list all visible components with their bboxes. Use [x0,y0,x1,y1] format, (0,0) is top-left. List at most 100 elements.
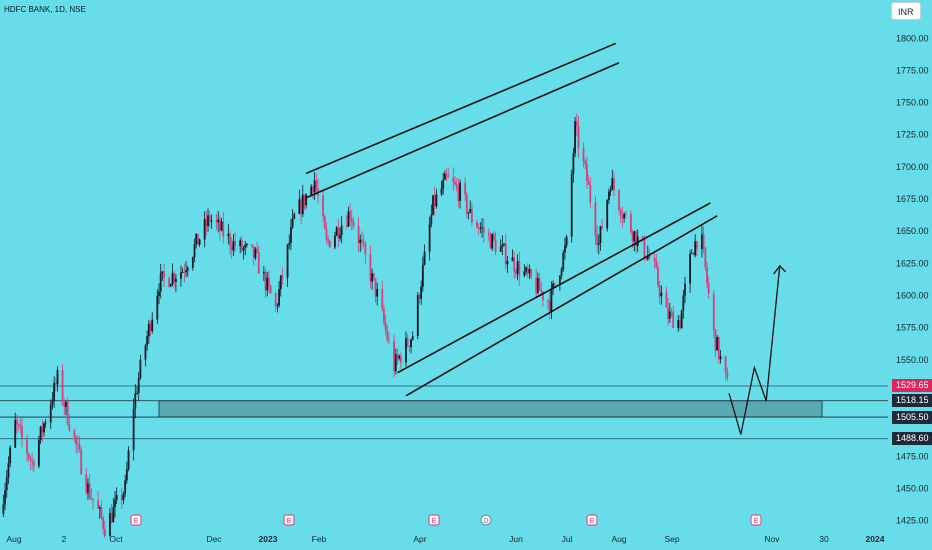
candle-body [428,224,431,252]
candle-body [278,289,280,306]
candle-body [246,244,248,246]
candle-body [635,231,637,247]
candle-body [279,275,282,290]
candle-body [514,271,517,274]
candle-body [185,270,187,273]
candle-body [112,507,115,523]
candle-body [136,392,138,394]
candle-body [394,354,397,372]
y-tick-label: 1725.00 [896,130,929,140]
y-axis[interactable]: 1800.00 1775.00 1750.00 1725.00 1700.00 1675.… [888,0,932,550]
candle-body [217,219,220,223]
candle-body [2,504,5,515]
candle-body [230,246,233,251]
candle-body [139,359,142,378]
x-axis[interactable]: Aug 2 Oct Dec 2023 Feb Apr Jun Jul Aug Sep Nov 30 202… [0,534,888,550]
candle-body [127,450,130,470]
candle-body [423,251,426,265]
event-marker-label: E [754,518,759,525]
candle-body [175,278,177,282]
earnings-marker [283,514,295,526]
candle-body [146,336,149,346]
candle-body [499,247,502,252]
candle-body [163,271,165,278]
candle-body [406,338,409,346]
candle-body [447,174,450,178]
candle-body [269,285,272,294]
candle-body [44,422,47,424]
candle-body [244,244,247,249]
candle-body [124,480,127,494]
candle-body [132,408,135,451]
candle-body [525,267,527,272]
candle-body [421,264,424,287]
candle-body [717,337,720,360]
projection-path[interactable] [728,264,787,435]
candle-body [144,345,147,360]
candle-body [7,463,10,478]
candle-body [345,225,348,227]
candle-body [418,294,421,300]
candle-body [161,271,164,274]
trend-line [305,42,616,175]
candle-body [43,423,45,433]
candle-body [29,458,32,461]
candle-body [31,460,34,462]
candle-body [156,295,159,320]
candle-body [186,267,189,271]
candle-body [719,356,722,360]
event-marker-label: E [432,518,437,525]
candle-body [471,208,473,223]
candle-body [657,267,659,286]
candle-body [706,267,708,284]
symbol-title: HDFC BANK, 1D, NSE [4,5,86,14]
candle-body [254,248,257,259]
candle-body [560,269,563,276]
candle-body [220,221,223,231]
candle-body [323,216,326,229]
candle-body [487,232,490,235]
candle-body [682,295,685,311]
x-tick-label: 2024 [866,534,885,544]
candle-body [384,322,387,331]
candle-body [482,227,485,233]
candle-body [633,231,636,242]
candle-body [550,288,553,312]
candle-body [506,261,509,265]
candle-body [315,180,318,189]
candle-body [147,323,150,337]
x-tick-label: Feb [312,534,327,544]
candles [2,113,729,544]
candle-body [334,235,336,248]
candle-body [589,184,592,203]
candle-body [565,236,568,246]
candle-body [481,227,483,229]
candle-body [435,194,438,207]
candle-body [396,354,399,359]
candle-body [301,194,304,215]
candle-body [73,430,76,438]
candle-body [103,528,106,537]
candle-body [92,498,94,501]
candle-body [459,182,461,201]
candle-body [4,490,6,505]
trend-lines[interactable] [305,42,718,397]
support-zone [0,400,888,418]
currency-button[interactable]: INR [891,2,921,20]
x-axis-panel [0,538,888,550]
candle-body [239,240,242,247]
candle-body [695,241,698,250]
candle-body [641,236,644,239]
candle-body [158,291,160,296]
x-tick-label: Oct [109,534,123,544]
candle-body [276,305,279,307]
candle-body [266,277,269,291]
candle-body [293,213,296,219]
candle-body [362,241,365,245]
candle-body [151,319,154,331]
candle-body [347,211,350,227]
candle-body [584,160,587,165]
candle-body [328,240,331,248]
